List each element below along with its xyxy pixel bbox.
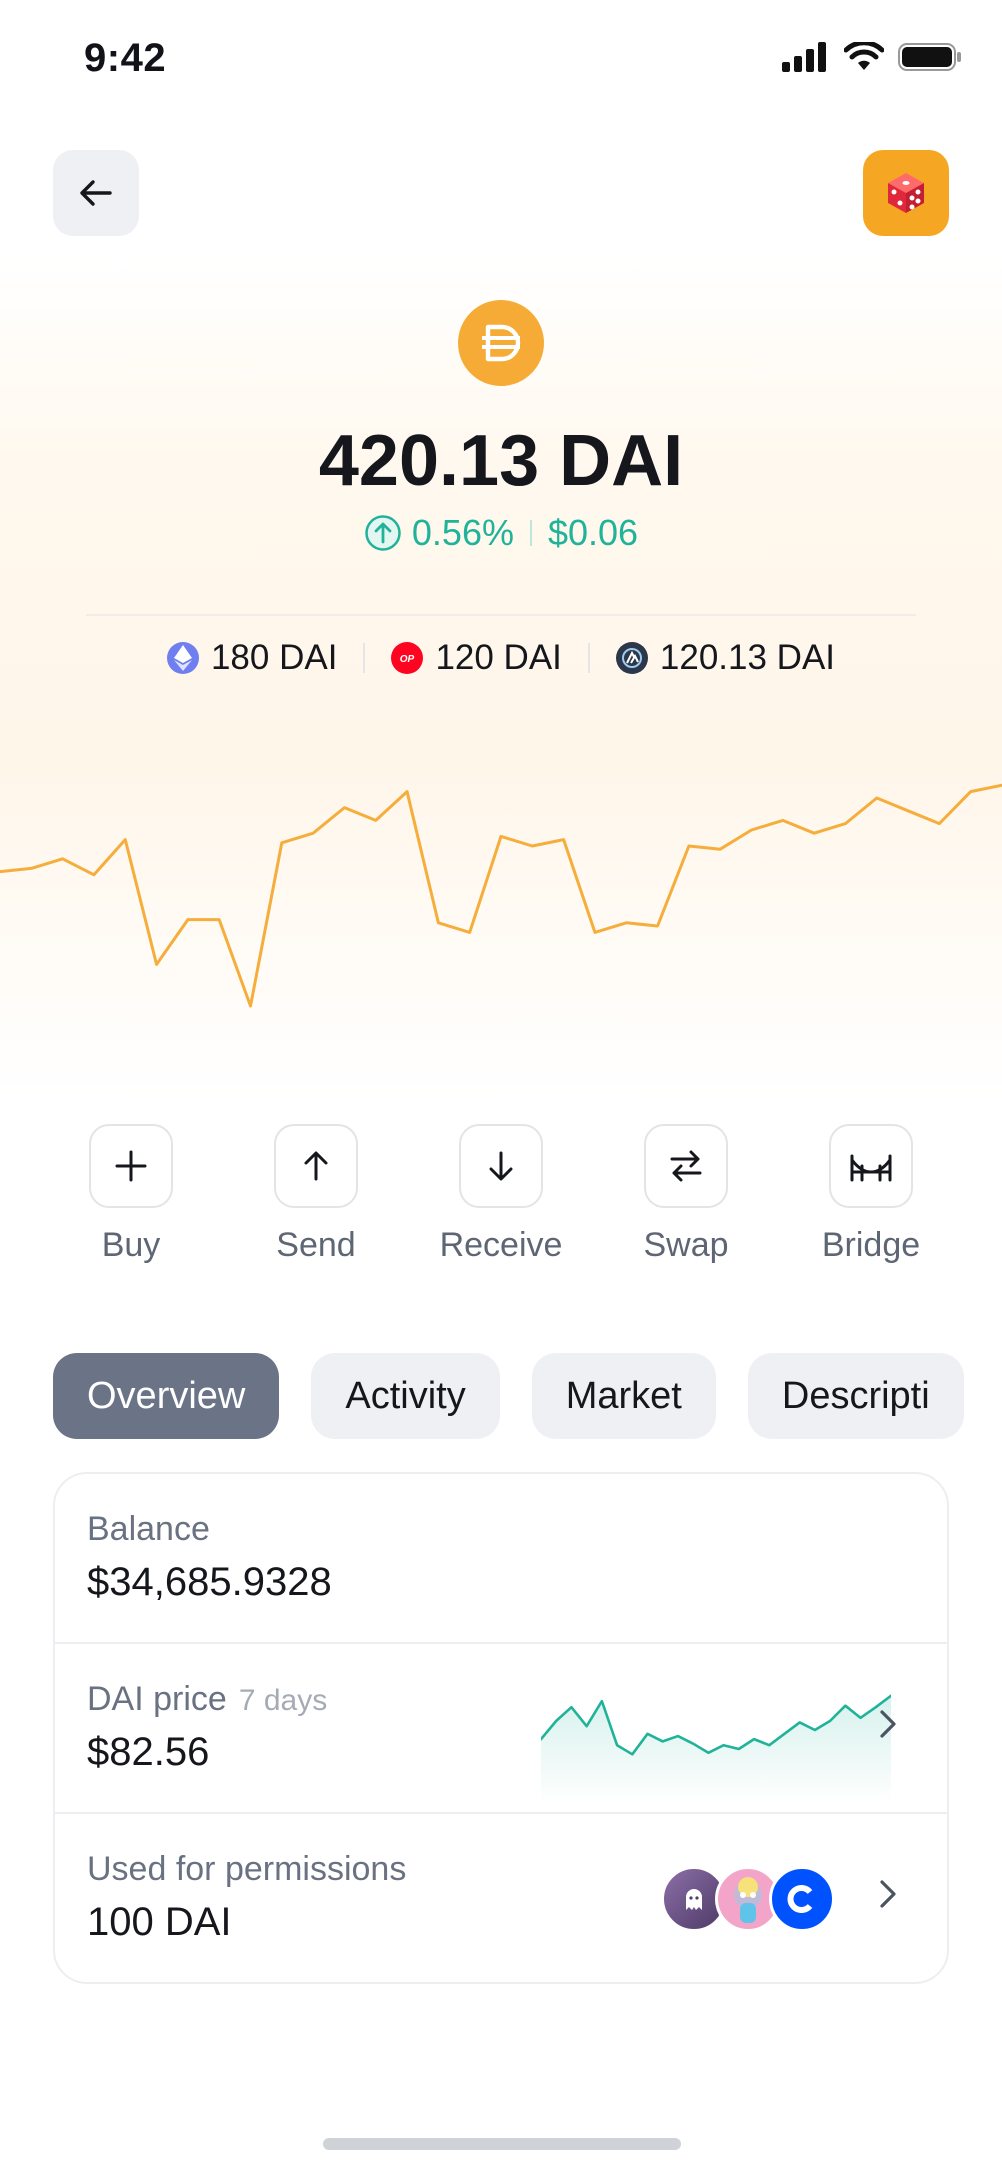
status-time: 9:42 [84,36,167,80]
overview-card: Balance $34,685.9328 DAI price 7 days $82… [53,1472,949,1984]
tab-bar: Overview Activity Market Descripti [53,1353,964,1439]
arrow-down-icon [459,1124,543,1208]
change-value: $0.06 [547,512,639,553]
coinbase-icon [769,1866,835,1932]
optimism-icon: OP [391,642,424,674]
arrow-up-icon [274,1124,358,1208]
dice-icon [888,173,924,213]
chain-amount: 120.13 DAI [659,638,836,677]
action-label: Send [276,1226,356,1264]
arrow-up-circle-icon [365,515,401,551]
permissions-label: Used for permissions [87,1850,407,1888]
price-change: 0.56% $0.06 [0,512,1002,554]
token-balance-amount: 420.13 DAI [318,421,684,501]
chevron-right-icon [880,1880,896,1908]
action-label: Buy [101,1226,161,1264]
status-icons [782,42,962,72]
chain-balance-optimism[interactable]: OP 120 DAI [391,638,562,678]
buy-button[interactable]: Buy [46,1124,216,1265]
price-row[interactable]: DAI price 7 days $82.56 [55,1644,947,1814]
change-separator [529,520,532,546]
price-label-text: DAI price [87,1680,227,1718]
chain-balances: 180 DAI OP 120 DAI 120.13 DAI [0,638,1002,678]
battery-icon [898,43,961,71]
swap-icon [644,1124,728,1208]
back-button[interactable] [53,150,139,236]
receive-button[interactable]: Receive [416,1124,586,1265]
chain-separator [587,643,590,673]
tab-description[interactable]: Descripti [747,1353,964,1439]
send-button[interactable]: Send [231,1124,401,1265]
price-label: DAI price 7 days [87,1680,327,1719]
price-chart-line [0,783,1002,1008]
tab-activity[interactable]: Activity [311,1353,500,1439]
ethereum-icon [166,642,199,674]
chain-amount: 120 DAI [435,638,562,677]
action-bar: Buy Send Receive Swap Bridge [46,1124,956,1265]
random-token-button[interactable] [863,150,949,236]
wifi-icon [844,42,884,70]
permissions-row[interactable]: Used for permissions 100 DAI [55,1814,947,1982]
divider [86,614,916,616]
action-label: Receive [439,1226,563,1264]
price-chart[interactable] [0,740,1002,1080]
price-value: $82.56 [87,1730,210,1774]
hero-background [0,260,1002,1100]
swap-button[interactable]: Swap [601,1124,771,1265]
arrow-left-icon [80,180,112,206]
balance-row: Balance $34,685.9328 [55,1474,947,1644]
action-label: Swap [643,1226,729,1264]
chain-amount: 180 DAI [210,638,338,677]
dai-logo-icon [458,300,544,386]
chain-balance-ethereum[interactable]: 180 DAI [166,638,338,678]
action-label: Bridge [821,1226,921,1264]
price-sparkline [541,1694,891,1804]
price-period: 7 days [238,1684,328,1717]
bridge-icon [829,1124,913,1208]
tab-overview[interactable]: Overview [53,1353,280,1439]
tab-market[interactable]: Market [531,1353,716,1439]
cellular-signal-icon [782,42,826,72]
chain-separator [363,643,366,673]
permissions-value: 100 DAI [87,1900,232,1944]
balance-label: Balance [87,1510,210,1548]
home-indicator [323,2138,681,2150]
change-percent: 0.56% [411,512,514,553]
balance-value: $34,685.9328 [87,1560,332,1604]
chain-balance-arbitrum[interactable]: 120.13 DAI [615,638,836,678]
price-sparkline-line [541,1694,891,1756]
chevron-right-icon [880,1710,896,1738]
plus-icon [89,1124,173,1208]
permission-apps [661,1866,861,1932]
svg-text:OP: OP [400,654,415,664]
bridge-button[interactable]: Bridge [786,1124,956,1265]
arbitrum-icon [615,642,648,674]
